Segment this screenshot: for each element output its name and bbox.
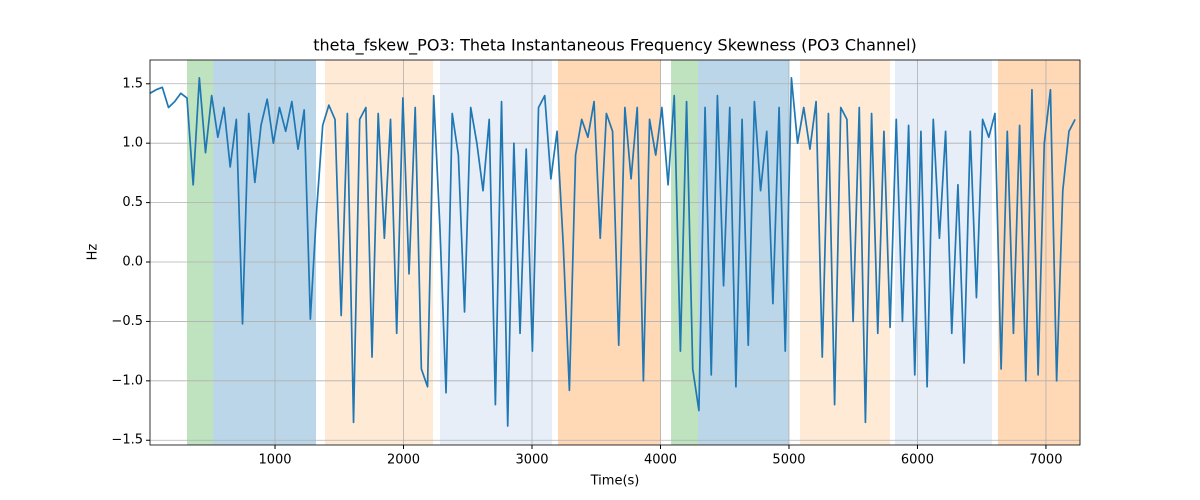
y-tick-label: 0.0 bbox=[122, 255, 143, 270]
y-tick-label: −1.5 bbox=[111, 433, 143, 448]
x-tick-label: 4000 bbox=[644, 453, 677, 468]
x-tick-label: 6000 bbox=[901, 453, 934, 468]
data-line bbox=[149, 76, 1076, 427]
x-tick-label: 5000 bbox=[772, 453, 805, 468]
y-tick-label: −0.5 bbox=[111, 314, 143, 329]
y-tick-label: 0.5 bbox=[122, 195, 143, 210]
shaded-span bbox=[213, 60, 317, 445]
x-tick-label: 1000 bbox=[258, 453, 291, 468]
x-tick-label: 7000 bbox=[1029, 453, 1062, 468]
x-axis-label: Time(s) bbox=[590, 474, 640, 489]
y-axis-label: Hz bbox=[86, 244, 101, 261]
x-tick-label: 2000 bbox=[387, 453, 420, 468]
y-tick-label: 1.0 bbox=[122, 136, 143, 151]
y-tick-label: −1.0 bbox=[111, 373, 143, 388]
x-tick-label: 3000 bbox=[515, 453, 548, 468]
plot-frame bbox=[149, 59, 1081, 446]
y-tick-label: 1.5 bbox=[122, 76, 143, 91]
chart-title: theta_fskew_PO3: Theta Instantaneous Fre… bbox=[313, 36, 917, 56]
